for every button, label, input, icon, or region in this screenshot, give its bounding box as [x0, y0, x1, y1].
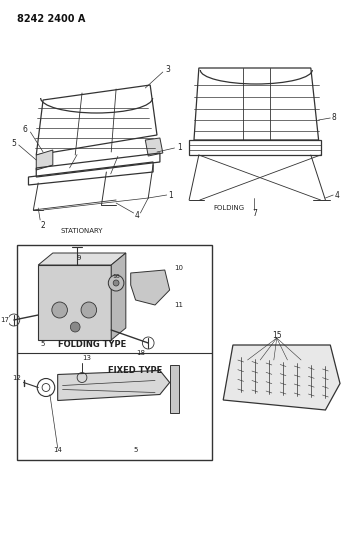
Text: 1: 1	[177, 143, 182, 152]
Circle shape	[81, 302, 97, 318]
Text: FOLDING TYPE: FOLDING TYPE	[58, 340, 126, 349]
Text: 9: 9	[77, 255, 81, 261]
Circle shape	[113, 280, 119, 286]
Text: 13: 13	[83, 356, 91, 361]
Text: 7: 7	[252, 208, 257, 217]
Text: 4: 4	[135, 212, 140, 221]
Polygon shape	[38, 265, 111, 340]
Text: 10: 10	[175, 265, 183, 271]
Polygon shape	[111, 253, 126, 340]
Text: STATIONARY: STATIONARY	[61, 228, 103, 234]
Circle shape	[70, 322, 80, 332]
Polygon shape	[145, 138, 163, 156]
Polygon shape	[223, 345, 340, 410]
Text: FIXED TYPE: FIXED TYPE	[108, 366, 163, 375]
Text: FOLDING: FOLDING	[213, 205, 244, 211]
Text: 5: 5	[11, 139, 16, 148]
Polygon shape	[131, 270, 169, 305]
Text: 5: 5	[41, 342, 45, 348]
Text: 1: 1	[168, 190, 173, 199]
Polygon shape	[58, 370, 169, 400]
Polygon shape	[38, 253, 126, 265]
Text: 8: 8	[332, 114, 337, 123]
Text: 12: 12	[12, 375, 21, 381]
Text: 6: 6	[23, 125, 28, 133]
Text: 3: 3	[165, 66, 170, 75]
Text: 8242 2400 A: 8242 2400 A	[17, 14, 85, 24]
Text: 2: 2	[41, 221, 45, 230]
Circle shape	[108, 275, 124, 291]
Text: 14: 14	[53, 447, 62, 453]
Text: 11: 11	[175, 302, 183, 308]
Polygon shape	[169, 365, 179, 413]
Text: 16: 16	[112, 274, 120, 279]
Text: 4: 4	[335, 190, 340, 199]
Text: 5: 5	[133, 447, 138, 453]
Text: 17: 17	[0, 317, 9, 323]
Text: 15: 15	[272, 330, 282, 340]
Polygon shape	[36, 150, 53, 170]
Text: 18: 18	[136, 350, 145, 356]
Circle shape	[52, 302, 68, 318]
Bar	[17, 245, 211, 460]
